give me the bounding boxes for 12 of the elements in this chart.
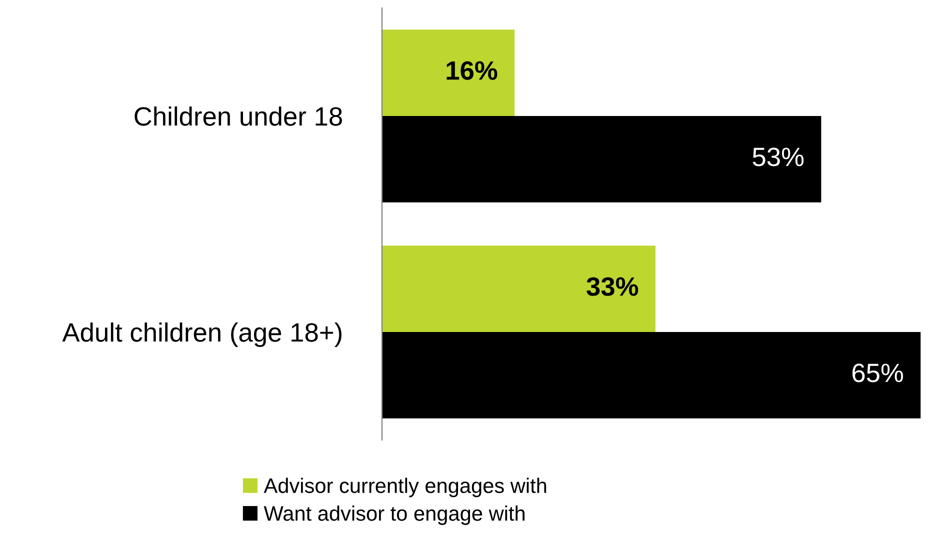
- data-label: 65%: [852, 364, 904, 382]
- y-tick-label: Adult children (age 18+): [62, 322, 342, 348]
- data-label: 53%: [752, 148, 804, 166]
- legend-label: Advisor currently engages with: [264, 478, 546, 498]
- bar: [382, 332, 921, 418]
- data-label: 16%: [446, 61, 498, 80]
- bar: [382, 246, 656, 332]
- legend-label: Want advisor to engage with: [264, 506, 524, 525]
- bar: [382, 116, 822, 202]
- data-label: 33%: [586, 277, 638, 296]
- y-tick-label: Children under 18: [134, 106, 342, 126]
- bar: [382, 30, 515, 116]
